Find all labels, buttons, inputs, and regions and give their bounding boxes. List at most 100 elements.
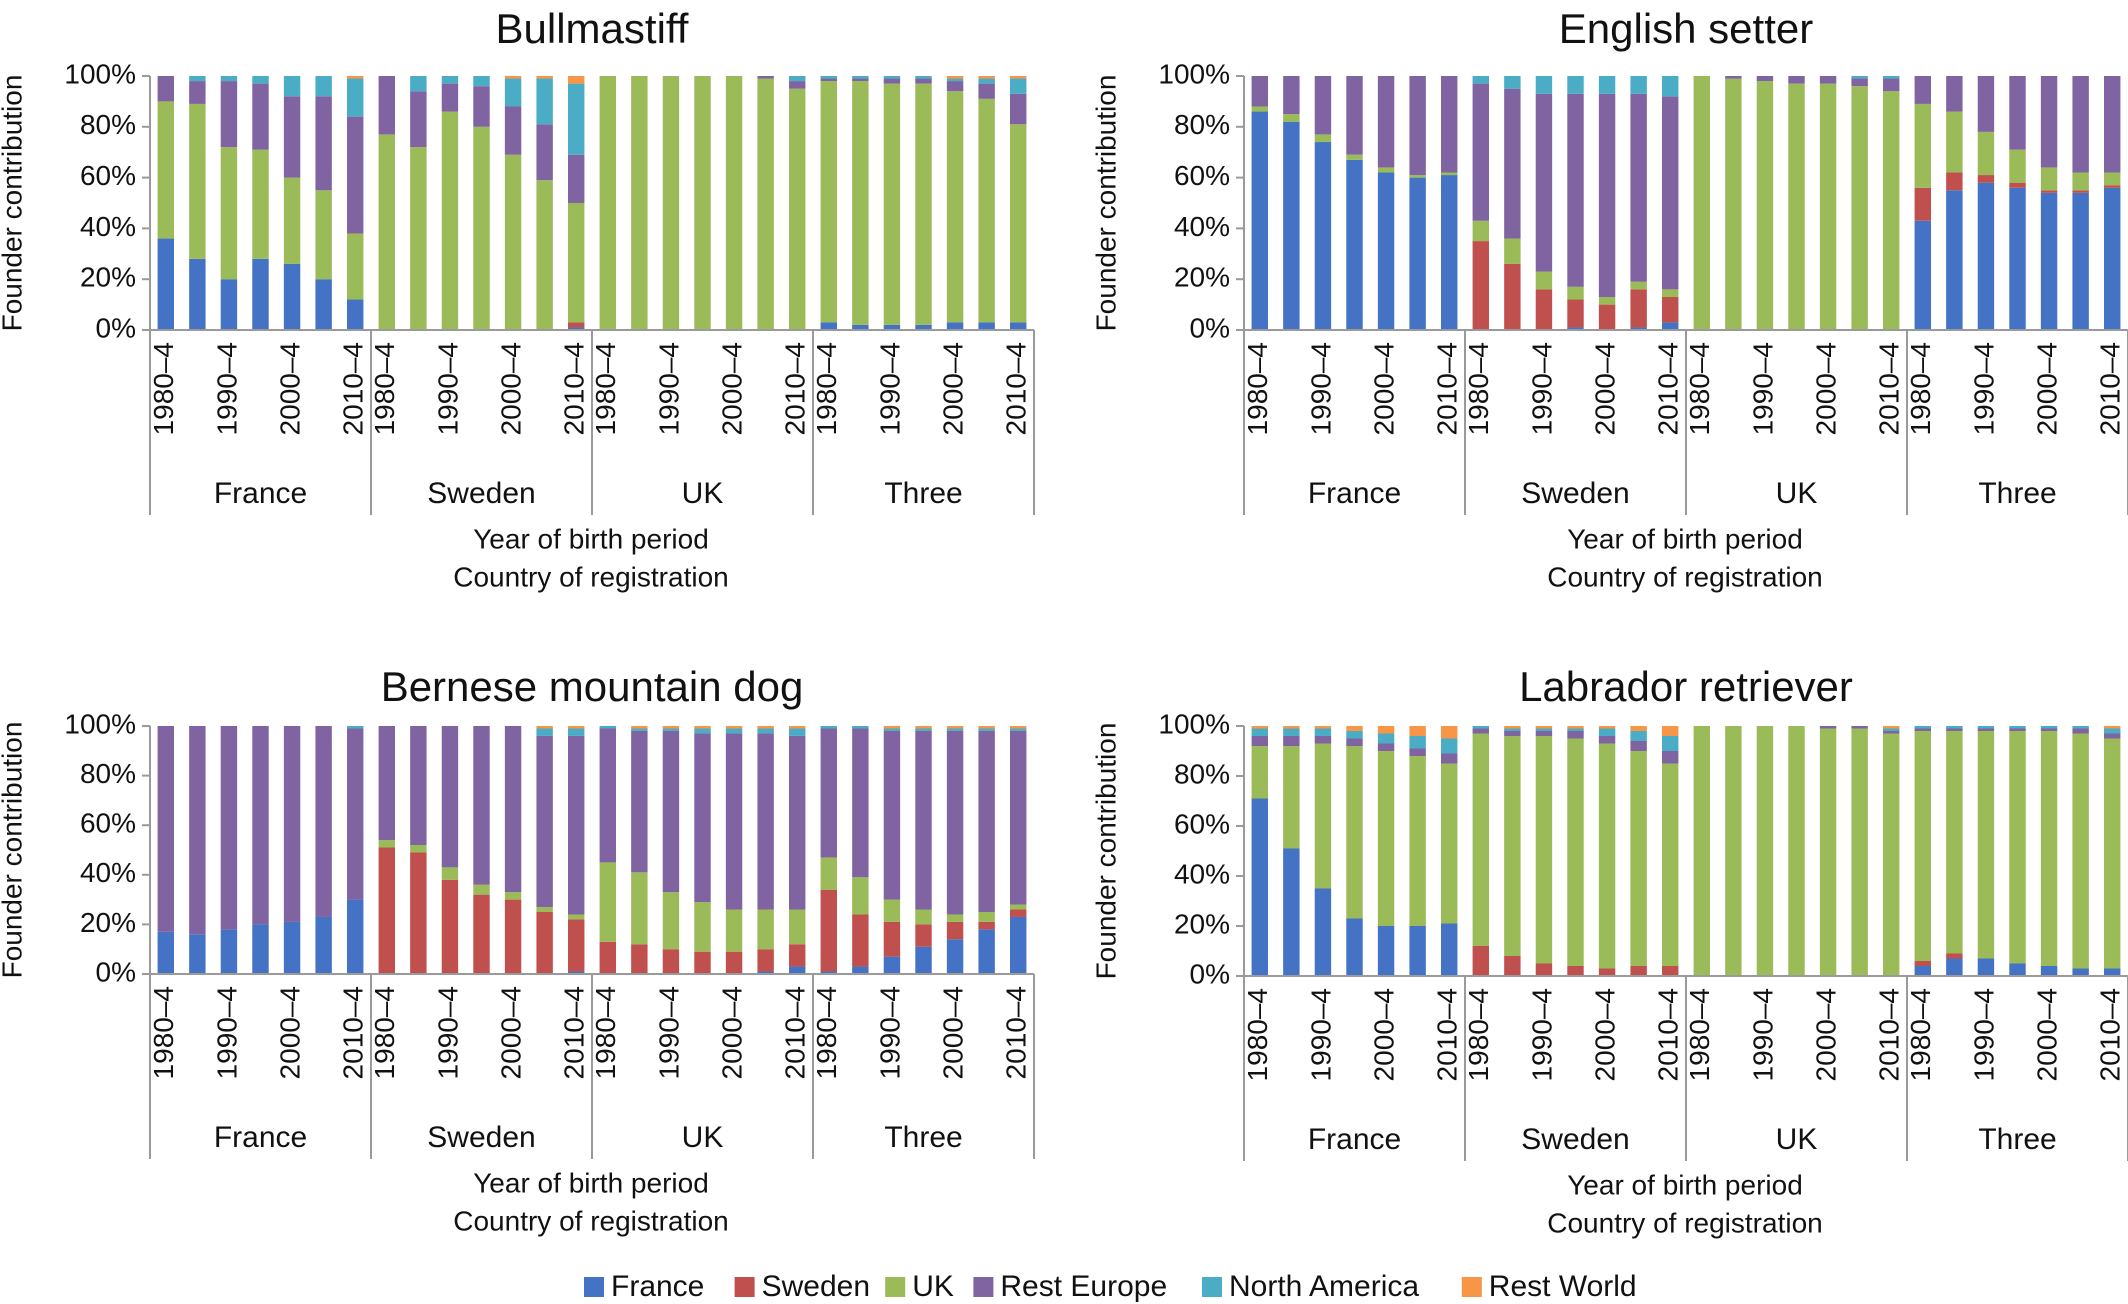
period-label: 1990–4: [874, 986, 905, 1079]
bar-segment-rest-europe: [1725, 76, 1742, 79]
chart-panel-1: English setter 0% 20% 40% 60% 80% 100% Founder …: [1090, 5, 2128, 592]
bar-segment-france: [283, 263, 301, 330]
bar-segment-uk: [1598, 743, 1616, 969]
bar-segment-rest-europe: [2040, 728, 2058, 731]
bar-segment-sweden: [2009, 182, 2026, 188]
bar-segment-north-america: [1598, 76, 1616, 94]
bar-segment-sweden: [789, 944, 806, 967]
bar-segment-uk: [504, 892, 522, 900]
bar-segment-uk: [1283, 114, 1300, 122]
bar-segment-rest-europe: [1598, 93, 1616, 297]
bar-segment-north-america: [1567, 76, 1584, 94]
bar-segment-uk: [820, 81, 837, 323]
period-label: 1980–4: [811, 986, 842, 1079]
bar-segment-rest-world: [1346, 726, 1363, 731]
bar-segment-sweden: [1914, 187, 1931, 221]
bar-segment-rest-world: [694, 726, 711, 729]
period-label: 1990–4: [432, 342, 463, 435]
bar-segment-uk: [1598, 296, 1616, 305]
bar-segment-rest-europe: [757, 76, 774, 79]
group-label: Three: [1978, 477, 2056, 510]
bar-segment-rest-europe: [252, 83, 269, 150]
bar-segment-rest-europe: [283, 726, 301, 922]
period-label: 1990–4: [1968, 988, 1999, 1081]
y-tick-label: 100%: [64, 708, 136, 739]
bar-segment-rest-europe: [631, 730, 648, 873]
bar-segment-uk: [1314, 134, 1332, 143]
y-tick-label: 40%: [1174, 858, 1230, 889]
bar-segment-rest-world: [725, 726, 743, 729]
x-axis-sublabel: Country of registration: [453, 1205, 728, 1236]
bar-segment-rest-world: [2104, 726, 2121, 729]
bar-segment-rest-europe: [1756, 76, 1774, 82]
x-axis-label: Year of birth period: [473, 523, 709, 554]
bar-segment-rest-europe: [725, 733, 743, 910]
bar-segment-uk: [1409, 756, 1426, 926]
bar-segment-rest-europe: [504, 106, 522, 155]
period-label: 2000–4: [495, 342, 526, 435]
bar-segment-france: [1946, 190, 1963, 330]
bar-segment-france: [157, 238, 174, 330]
y-tick-label: 0%: [96, 956, 136, 987]
bar-segment-uk: [1662, 289, 1679, 297]
bar-segment-france: [347, 299, 364, 330]
bar-segment-france: [1441, 175, 1458, 330]
bar-segment-uk: [1883, 733, 1900, 976]
group-label: Three: [884, 1121, 962, 1154]
group-label: Sweden: [1521, 477, 1629, 510]
bar-segment-north-america: [820, 726, 837, 729]
bar-segment-rest-europe: [1535, 93, 1553, 272]
bar-segment-rest-world: [631, 726, 648, 729]
y-tick-label: 80%: [80, 758, 136, 789]
bar-segment-france: [946, 322, 964, 330]
bar-segment-uk: [378, 134, 395, 330]
bar-segment-rest-europe: [1977, 728, 1995, 731]
bar-segment-north-america: [694, 728, 711, 734]
bar-segment-uk: [1977, 131, 1995, 176]
bar-segment-france: [820, 971, 837, 974]
bar-segment-north-america: [662, 728, 680, 731]
group-label: France: [214, 1121, 307, 1154]
bar-segment-rest-europe: [220, 81, 238, 148]
bar-segment-uk: [2040, 731, 2058, 966]
bar-segment-uk: [725, 909, 743, 952]
bar-segment-uk: [189, 103, 206, 259]
bar-segment-france: [1346, 159, 1363, 330]
bar-segment-uk: [378, 840, 395, 848]
bar-segment-france: [2040, 966, 2058, 976]
bar-segment-france: [1977, 182, 1995, 330]
period-label: 2010–4: [1001, 986, 1032, 1079]
bar-segment-rest-europe: [2009, 76, 2026, 150]
y-tick-label: 40%: [80, 857, 136, 888]
bar-segment-rest-europe: [410, 726, 427, 846]
period-label: 2010–4: [338, 986, 369, 1079]
bar-segment-rest-europe: [1283, 736, 1300, 746]
bar-segment-france: [2104, 187, 2121, 330]
period-label: 1990–4: [653, 986, 684, 1079]
bar-segment-rest-europe: [2104, 733, 2121, 739]
bar-segment-rest-europe: [694, 733, 711, 903]
bar-segment-north-america: [1977, 726, 1995, 729]
legend-label: Rest World: [1489, 1270, 1637, 1303]
period-label: 2010–4: [559, 342, 590, 435]
bar-segment-north-america: [220, 76, 238, 82]
chart-panels: Bullmastiff 0% 20% 40% 60% 80% 100% Founder con…: [0, 5, 2128, 1238]
bar-segment-sweden: [1946, 953, 1963, 959]
period-label: 2010–4: [1874, 342, 1905, 435]
y-axis-label: Founder contribution: [0, 722, 27, 979]
bar-segment-uk: [1883, 91, 1900, 331]
bar-segment-rest-world: [1010, 76, 1027, 79]
period-label: 1980–4: [1242, 342, 1273, 435]
bar-segment-north-america: [1535, 76, 1553, 94]
x-axis-label: Year of birth period: [1567, 1169, 1803, 1200]
bar-segment-uk: [978, 98, 995, 323]
bar-segment-rest-europe: [347, 116, 364, 234]
bar-segment-rest-world: [1598, 726, 1616, 729]
period-label: 1990–4: [1526, 342, 1557, 435]
bar-segment-uk: [1251, 746, 1268, 799]
bar-segment-uk: [1567, 286, 1584, 300]
period-label: 1980–4: [1684, 988, 1715, 1081]
bar-segment-uk: [1010, 124, 1027, 323]
bar-segment-france: [1314, 142, 1332, 330]
bar-segment-rest-world: [1535, 726, 1553, 729]
